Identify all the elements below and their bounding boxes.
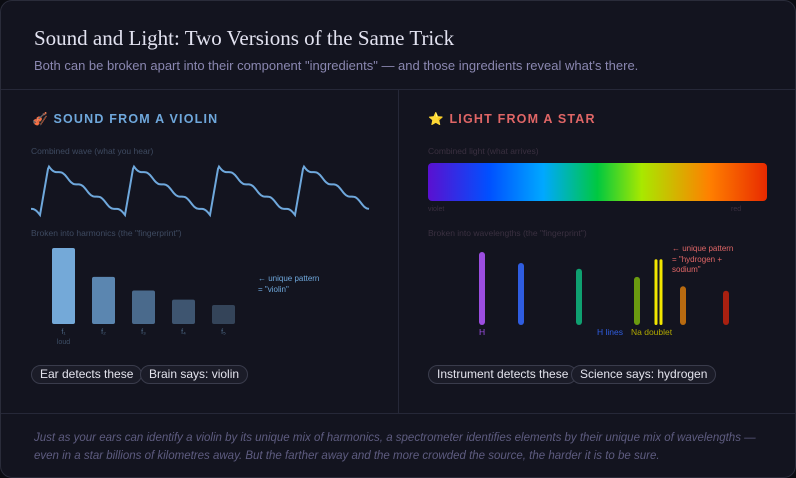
spectral-line (723, 290, 729, 325)
harmonic-label: f₂ (101, 329, 106, 336)
harmonics-label: Broken into harmonics (the "fingerprint"… (31, 228, 182, 238)
combined-wave (31, 164, 370, 218)
harmonic-label: f₅ (221, 329, 226, 336)
h-tag: H (479, 327, 486, 337)
spectrum-label: Combined light (what arrives) (428, 146, 539, 156)
wavelengths-label: Broken into wavelengths (the "fingerprin… (428, 228, 587, 238)
spectral-line (576, 268, 582, 325)
spectral-line (634, 276, 640, 325)
spectral-line (479, 252, 485, 325)
page-title: Sound and Light: Two Versions of the Sam… (34, 26, 455, 50)
spectral-line (680, 286, 686, 325)
star-icon: ⭐ (428, 112, 445, 126)
instrument-pill: Instrument detects these (428, 365, 578, 384)
harmonic-bar (172, 299, 195, 324)
star-note: ← unique pattern = "hydrogen + sodium" (672, 244, 733, 276)
divider (1, 413, 795, 414)
spectral-line (659, 259, 663, 325)
star-heading-text: LIGHT FROM A STAR (449, 112, 596, 126)
violin-icon: 🎻 (32, 112, 49, 126)
harmonic-bar (212, 305, 235, 324)
harmonic-bar (92, 276, 115, 324)
footer-text: Just as your ears can identify a violin … (34, 432, 756, 462)
violin-heading-text: SOUND FROM A VIOLIN (53, 112, 219, 126)
harmonic-label: f₁ (61, 329, 66, 336)
divider (398, 89, 399, 413)
h-lines-tag: H lines (597, 327, 623, 337)
violin-heading: 🎻 SOUND FROM A VIOLIN (32, 112, 218, 127)
harmonic-label: f₃ (141, 329, 146, 336)
note-line: = "hydrogen + (672, 254, 722, 264)
harmonic-sublabel: loud (57, 339, 70, 346)
na-doublet-tag: Na doublet (631, 327, 673, 337)
note-line: = "violin" (258, 285, 289, 294)
wave-label: Combined wave (what you hear) (31, 146, 154, 156)
spectrum-bar (428, 163, 767, 201)
brain-says-pill: Brain says: violin (140, 365, 249, 384)
spectral-line (654, 259, 658, 325)
page-subtitle: Both can be broken apart into their comp… (34, 58, 639, 73)
harmonic-bar (52, 248, 75, 324)
note-line: sodium" (672, 265, 701, 274)
violet-label: violet (428, 206, 445, 213)
star-heading: ⭐ LIGHT FROM A STAR (428, 112, 596, 127)
violin-note: ← unique pattern = "violin" (258, 274, 319, 294)
note-line: ← unique pattern (672, 244, 734, 253)
note-line: ← unique pattern (258, 274, 320, 283)
science-says-pill: Science says: hydrogen (571, 365, 717, 384)
spectral-line (518, 262, 524, 325)
harmonic-label: f₄ (181, 329, 186, 336)
harmonic-bar (132, 290, 155, 324)
red-label: red (731, 206, 742, 213)
